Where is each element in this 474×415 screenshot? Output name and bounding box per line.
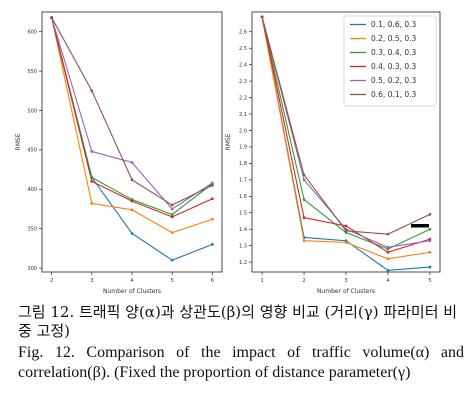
chart1-y-tick-label: 600 <box>27 29 37 35</box>
chart1-series-line-4 <box>51 17 213 218</box>
chart2-y-tick-label: 1.8 <box>239 161 247 167</box>
chart2-x-axis-label: Number of Clusters <box>317 288 375 295</box>
chart2-y-tick-label: 1.7 <box>239 178 247 184</box>
chart2-y-tick-label: 1.2 <box>239 260 247 266</box>
chart2-y-tick-label: 2.3 <box>239 79 247 85</box>
chart2-series-1-point <box>428 265 432 269</box>
chart2-series-5-point <box>302 178 306 182</box>
chart2-series-6-point <box>302 173 306 177</box>
chart2-y-tick-label: 2.1 <box>239 112 247 118</box>
chart1-series-4-point <box>90 179 94 183</box>
chart1-series-4-point <box>130 199 134 203</box>
chart1-y-axis-label: RMSE <box>15 133 22 150</box>
chart1-series-2-point <box>90 202 94 205</box>
chart2-y-tick-label: 1.3 <box>239 243 247 249</box>
chart2-y-tick-label: 1.4 <box>239 227 247 233</box>
chart1-y-tick-label: 450 <box>27 148 37 154</box>
chart2-legend-entry-6: 0.6, 0.1, 0.3 <box>371 90 417 99</box>
chart2-y-tick-label: 2.4 <box>239 62 247 68</box>
chart1-x-tick-label: 3 <box>90 278 93 284</box>
chart2-y-tick-label: 1.6 <box>239 194 247 200</box>
chart2-series-6-point <box>428 213 432 216</box>
chart2-series-6-point <box>386 232 390 236</box>
chart2-series-4-point <box>386 250 390 254</box>
chart2-y-axis-label: RMSE <box>225 133 232 150</box>
chart1-series-4-point <box>170 215 174 219</box>
chart2-series-6-point <box>260 15 264 19</box>
chart1-series-6-point <box>90 89 94 93</box>
chart2-legend-box <box>343 15 437 107</box>
chart1-x-tick-label: 4 <box>130 278 133 284</box>
charts-svg: 2 3 4 5 6 300 350 400 450 500 550 600 Number of Clus… <box>15 11 441 295</box>
chart1-series-2-point <box>130 208 134 212</box>
chart1-series-1-point <box>130 231 134 235</box>
chart1-y-tick-label: 300 <box>27 266 37 272</box>
chart1-x-tick-label: 2 <box>50 278 53 284</box>
chart1-series-5-point <box>210 181 214 185</box>
chart1-series-5-point <box>170 207 174 211</box>
chart2-series-3-point <box>428 227 432 231</box>
chart2-series-5-point <box>428 239 432 243</box>
chart1-series-6-point <box>50 16 54 19</box>
chart1-x-tick-label: 5 <box>171 278 174 284</box>
chart1-y-tick-label: 350 <box>27 226 37 232</box>
chart2-series-2-point <box>302 239 306 243</box>
chart1-series-5-point <box>130 161 134 164</box>
chart2-legend-entry-5: 0.5, 0.2, 0.3 <box>371 76 417 85</box>
chart2-y-tick-label: 2.0 <box>239 128 247 134</box>
chart1-series-1-point <box>210 243 214 246</box>
chart1-y-tick-label: 550 <box>27 69 37 75</box>
chart1-series-4-point <box>210 197 214 201</box>
chart1-series-2-point <box>170 231 174 235</box>
chart2-series-2-point <box>344 240 348 244</box>
chart2-x-tick-label: 3 <box>344 278 347 284</box>
chart2-series-3-point <box>302 198 306 201</box>
chart2-series-4-point <box>302 216 306 220</box>
chart2-marker-bar <box>411 224 429 228</box>
chart2-series-1-point <box>386 268 390 272</box>
chart2-y-tick-label: 1.9 <box>239 145 247 151</box>
chart2-series-2-point <box>386 257 390 261</box>
chart1-series-2-point <box>210 217 214 221</box>
chart1-series-6-point <box>210 183 214 187</box>
chart2-x-tick-label: 2 <box>302 278 305 284</box>
chart2-y-tick-label: 1.5 <box>239 211 247 217</box>
chart2-series-5-point <box>386 245 390 249</box>
chart2-y-tick-label: 2.5 <box>239 46 247 52</box>
chart1-y-tick-label: 400 <box>27 187 37 193</box>
chart2-legend-entry-4: 0.4, 0.3, 0.3 <box>371 62 417 71</box>
chart2-x-tick-label: 1 <box>260 278 263 284</box>
chart2-legend-entry-3: 0.3, 0.4, 0.3 <box>371 48 417 57</box>
chart1-x-axis-label: Number of Clusters <box>103 288 161 295</box>
chart1-series-line-1 <box>51 17 213 261</box>
chart2-y-tick-label: 2.2 <box>239 95 247 101</box>
chart2-y-tick-label: 2.6 <box>239 30 247 36</box>
caption-korean: 그림 12. 트래픽 양(α)과 상관도(β)의 영향 비교 (거리(γ) 파라… <box>18 303 458 340</box>
chart1-y-tick-label: 500 <box>27 108 37 114</box>
chart1-series-5-point <box>90 150 94 153</box>
chart2-series-6-point <box>344 229 348 233</box>
chart1-series-6-point <box>170 203 174 207</box>
chart2-series-4-point <box>344 224 348 228</box>
chart2-legend-entry-1: 0.1, 0.6, 0.3 <box>371 20 417 29</box>
chart1-series-3-point <box>170 213 174 216</box>
chart2-x-tick-label: 4 <box>386 278 389 284</box>
chart1-series-1-point <box>170 258 174 262</box>
chart1-series-6-point <box>130 178 134 182</box>
caption-english: Fig. 12. Comparison of the impact of tra… <box>18 344 464 381</box>
chart2-series-2-point <box>428 250 432 254</box>
chart1-x-tick-label: 6 <box>211 278 214 284</box>
chart2-legend-entry-2: 0.2, 0.5, 0.3 <box>371 34 417 43</box>
chart2-x-tick-label: 5 <box>428 278 431 284</box>
